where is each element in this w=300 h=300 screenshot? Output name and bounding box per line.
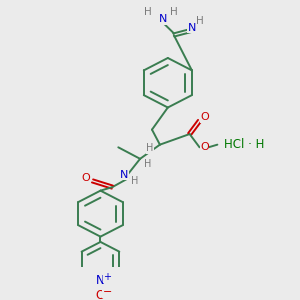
Text: N: N <box>120 170 128 180</box>
Text: H: H <box>196 16 203 26</box>
Text: HCl · H: HCl · H <box>224 138 265 151</box>
Text: N: N <box>188 23 196 33</box>
Text: O: O <box>200 142 209 152</box>
Text: O: O <box>81 173 90 183</box>
Text: H: H <box>131 176 139 186</box>
Text: O: O <box>96 290 105 300</box>
Text: −: − <box>103 287 112 297</box>
Text: H: H <box>144 159 152 169</box>
Text: O: O <box>200 112 209 122</box>
Text: H: H <box>144 7 152 17</box>
Text: N: N <box>159 14 167 24</box>
Text: N: N <box>96 274 105 287</box>
Text: H: H <box>146 143 154 153</box>
Text: +: + <box>103 272 111 282</box>
Text: H: H <box>170 7 178 17</box>
